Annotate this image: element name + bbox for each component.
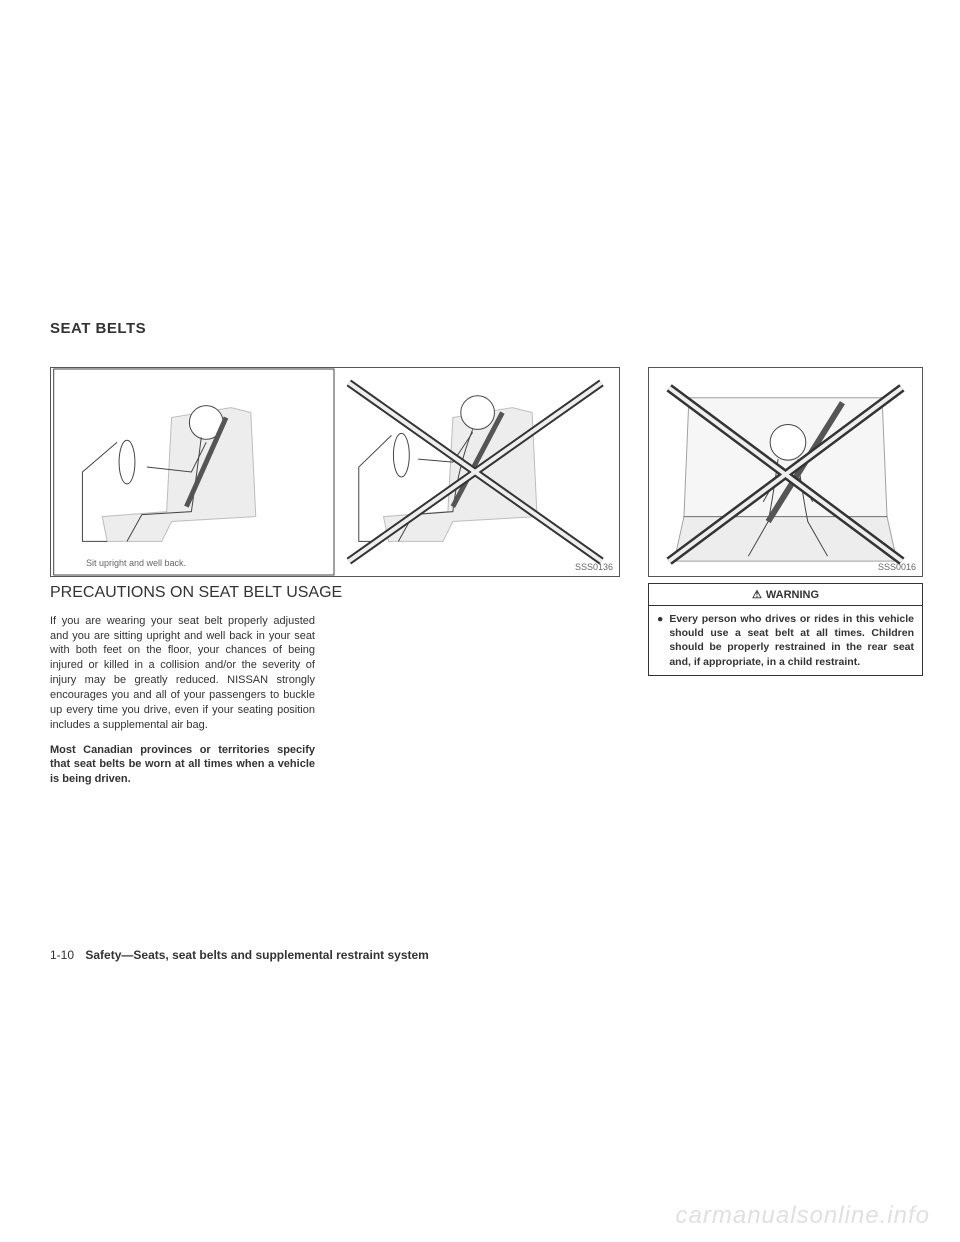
- warning-header: ⚠ WARNING: [649, 584, 922, 606]
- illustration-child: [649, 368, 922, 576]
- watermark: carmanualsonline.info: [676, 1202, 930, 1230]
- left-column: Sit upright and well back. SSS0136 PRECA…: [50, 367, 620, 797]
- right-column: SSS0016 ⚠ WARNING ● Every person who dri…: [648, 367, 923, 797]
- warning-label: WARNING: [766, 589, 819, 601]
- figure-child-restraint: SSS0016: [648, 367, 923, 577]
- paragraph-1: If you are wearing your seat belt proper…: [50, 614, 315, 733]
- columns: Sit upright and well back. SSS0136 PRECA…: [50, 367, 910, 797]
- subsection-title: PRECAUTIONS ON SEAT BELT USAGE: [50, 583, 620, 604]
- page-content: SEAT BELTS: [0, 0, 960, 797]
- section-title: SEAT BELTS: [50, 320, 910, 337]
- warning-box: ⚠ WARNING ● Every person who drives or r…: [648, 583, 923, 676]
- illustration-posture: [51, 368, 619, 576]
- bullet-icon: ●: [657, 612, 663, 669]
- figure-code-right: SSS0016: [878, 562, 916, 572]
- warning-text: Every person who drives or rides in this…: [669, 612, 914, 669]
- figure-code-left: SSS0136: [575, 562, 613, 572]
- page-number: 1-10: [50, 948, 74, 962]
- footer-text: Safety—Seats, seat belts and supplementa…: [85, 948, 428, 962]
- page-footer: 1-10 Safety—Seats, seat belts and supple…: [50, 948, 429, 962]
- warning-item: ● Every person who drives or rides in th…: [657, 612, 914, 669]
- warning-body: ● Every person who drives or rides in th…: [649, 606, 922, 675]
- figure-seatbelt-posture: Sit upright and well back. SSS0136: [50, 367, 620, 577]
- warning-triangle-icon: ⚠: [752, 588, 762, 601]
- paragraph-2: Most Canadian provinces or territories s…: [50, 743, 315, 788]
- figure-caption-sit-upright: Sit upright and well back.: [86, 558, 186, 568]
